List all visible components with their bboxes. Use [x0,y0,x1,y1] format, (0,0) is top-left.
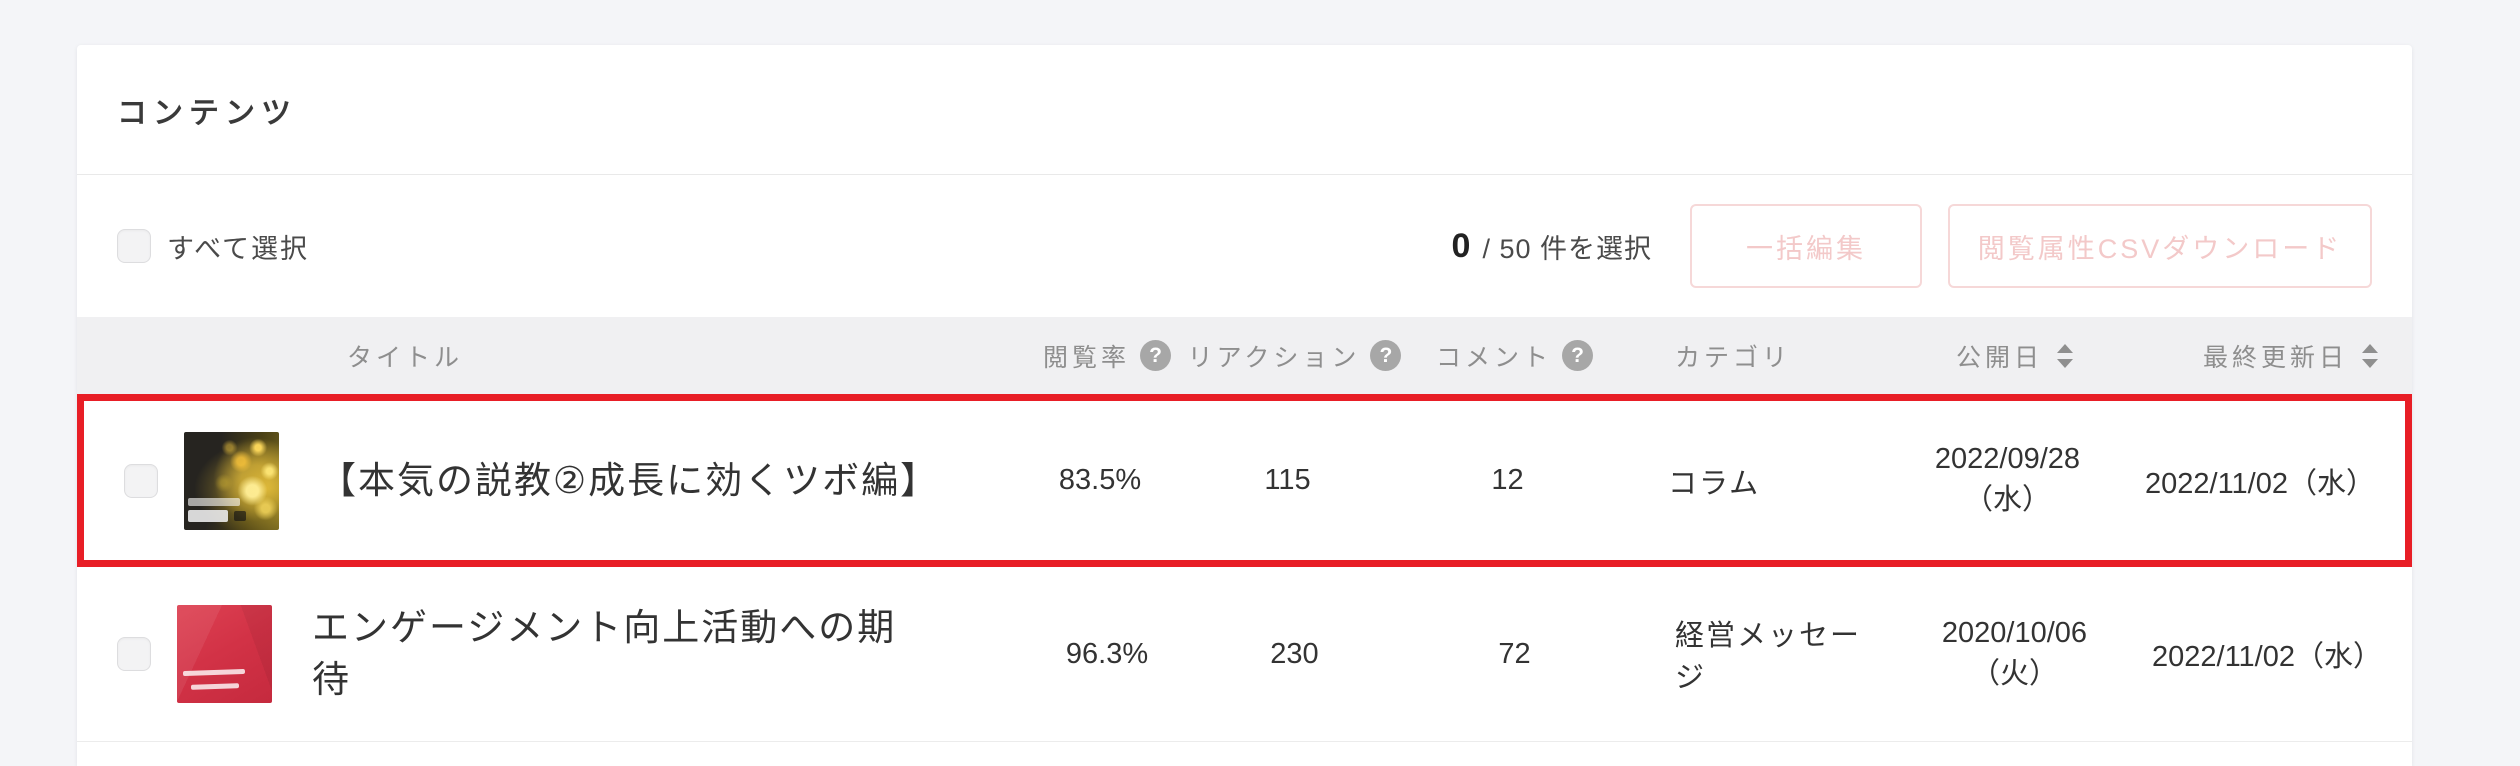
thumbnail-caption [182,668,246,677]
select-all-label: すべて選択 [167,233,310,264]
select-all-checkbox[interactable] [117,229,151,263]
thumbnail-cell [184,431,319,530]
updated-date: 2022/11/02（水） [2145,467,2375,500]
reactions-value: 115 [1264,464,1311,496]
row-checkbox-cell [124,463,184,498]
selected-total-label: / 50 件を選択 [1482,233,1652,264]
header-reactions: リアクション ? [1187,338,1402,374]
header-category: カテゴリ [1675,343,1792,372]
selected-count: 0 [1451,226,1471,265]
header-published: 公開日 [1862,338,2117,374]
dark-gold-bokeh-thumbnail[interactable] [184,431,279,530]
content-title[interactable]: エンゲージメント向上活動への期待 [312,607,897,700]
reactions-help-icon[interactable]: ? [1370,340,1402,371]
updated-date: 2022/11/02（水） [2152,641,2382,673]
header-title: タイトル [347,343,464,372]
csv-download-button[interactable]: 閲覧属性CSVダウンロード [1948,204,2372,288]
updated-sort-icon[interactable] [2362,343,2378,368]
category-value: 経営メッセージ [1675,620,1862,694]
thumbnail-caption [188,509,228,522]
red-message-thumbnail[interactable] [177,605,272,703]
header-view-rate: 閲覧率 ? [1027,338,1187,374]
view-rate-value: 96.3% [1065,637,1149,670]
selection-toolbar: すべて選択 0 / 50 件を選択 一括編集 閲覧属性CSVダウンロード [77,175,2412,317]
comments-help-icon[interactable]: ? [1562,340,1593,371]
table-header-row: タイトル 閲覧率 ? リアクション ? コメント ? カテゴリ 公開日 最終更新… [77,317,2412,394]
thumbnail-caption [190,683,240,690]
view-rate-value: 83.5% [1058,464,1142,496]
published-date: 2022/09/28（水） [1934,443,2081,516]
category-value: コラム [1668,467,1761,500]
page-title: コンテンツ [117,96,297,130]
row-checkbox[interactable] [124,463,158,498]
comments-value: 72 [1498,637,1531,670]
thumbnail-cell [177,605,312,703]
reactions-value: 230 [1270,637,1319,670]
bulk-edit-button[interactable]: 一括編集 [1690,204,1922,288]
view-rate-help-icon[interactable]: ? [1140,340,1171,371]
header-updated: 最終更新日 [2117,338,2382,374]
row-checkbox[interactable] [117,637,151,671]
table-row[interactable]: 【本気の説教②成長に効くツボ編】 83.5% 115 12 コラム 2022/0… [84,401,2405,560]
table-row[interactable]: エンゲージメント向上活動への期待 96.3% 230 72 経営メッセージ 20… [77,567,2412,742]
highlighted-row-border: 【本気の説教②成長に効くツボ編】 83.5% 115 12 コラム 2022/0… [77,394,2412,567]
thumbnail-caption [234,510,246,521]
contents-panel: コンテンツ すべて選択 0 / 50 件を選択 一括編集 閲覧属性CSVダウンロ… [77,45,2412,766]
thumbnail-caption [188,497,240,506]
content-title[interactable]: 【本気の説教②成長に効くツボ編】 [319,459,940,501]
header-comments: コメント ? [1402,338,1627,374]
row-checkbox-cell [117,637,177,671]
panel-header: コンテンツ [77,45,2412,175]
published-date: 2020/10/06（火） [1941,616,2088,690]
comments-value: 12 [1491,464,1524,496]
published-sort-icon[interactable] [2057,343,2073,368]
